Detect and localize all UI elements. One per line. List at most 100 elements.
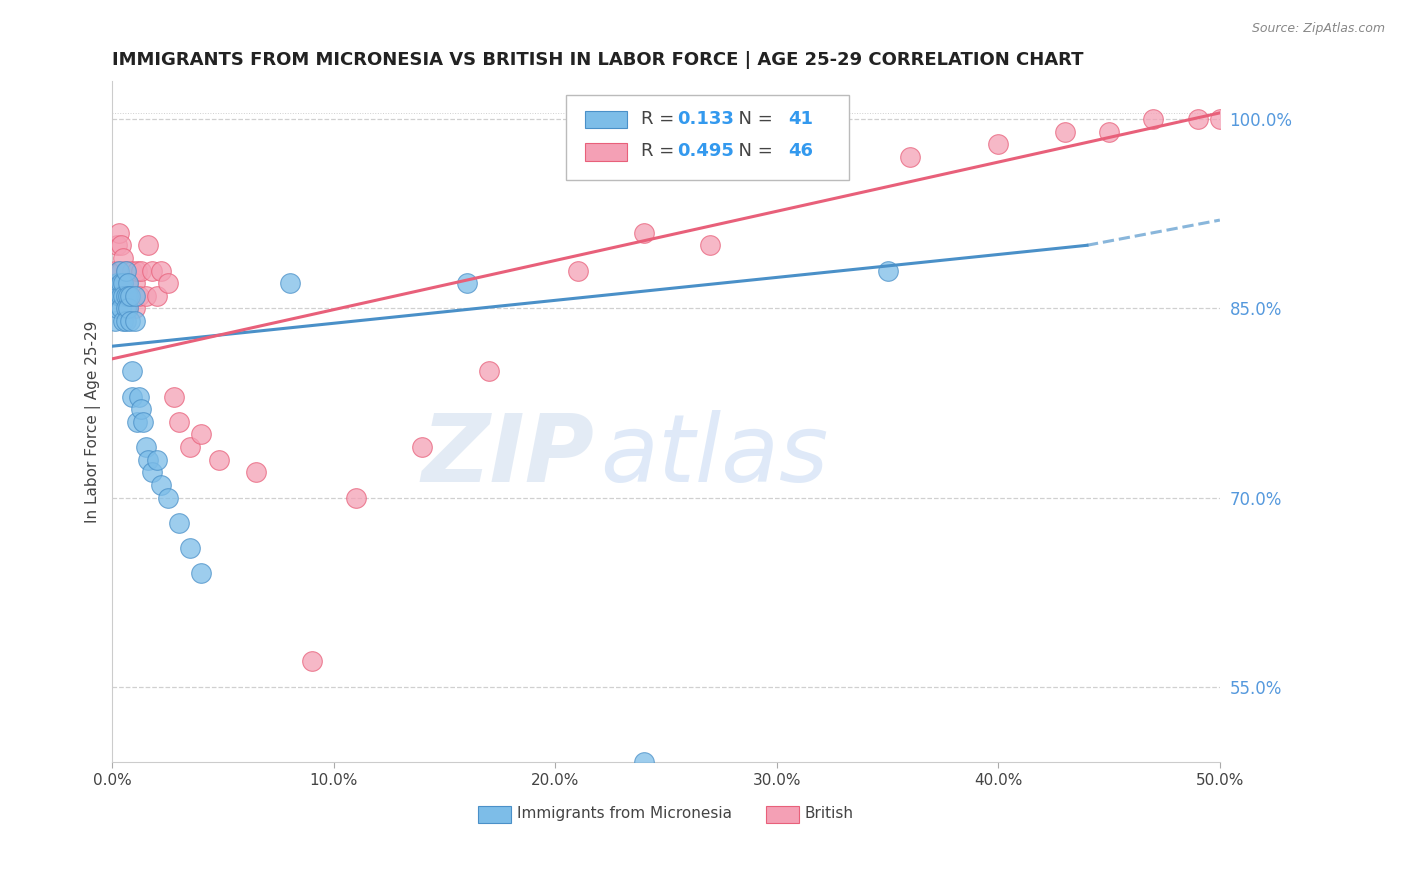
Y-axis label: In Labor Force | Age 25-29: In Labor Force | Age 25-29: [86, 320, 101, 523]
Point: [129, 263, 152, 277]
Point: [114, 314, 136, 328]
Point: [810, 162, 832, 177]
Point: [114, 301, 136, 316]
FancyBboxPatch shape: [585, 144, 627, 161]
Point: [114, 276, 136, 290]
Point: [117, 301, 139, 316]
Point: [156, 491, 179, 505]
Point: [112, 251, 135, 265]
Point: [150, 263, 173, 277]
Text: atlas: atlas: [600, 410, 828, 501]
Point: [120, 314, 142, 328]
Point: [478, 364, 501, 378]
Point: [104, 263, 127, 277]
Point: [145, 452, 167, 467]
Point: [108, 226, 131, 240]
Text: 0.495: 0.495: [678, 143, 734, 161]
Point: [114, 263, 136, 277]
Point: [567, 263, 589, 277]
Point: [208, 452, 231, 467]
Point: [129, 402, 152, 417]
Point: [633, 226, 655, 240]
Point: [135, 440, 157, 454]
Point: [114, 263, 136, 277]
Point: [125, 263, 148, 277]
Point: [141, 465, 163, 479]
Point: [167, 516, 190, 530]
Point: [898, 150, 921, 164]
Point: [1187, 112, 1209, 127]
Point: [124, 276, 146, 290]
Point: [124, 289, 146, 303]
Point: [1053, 125, 1076, 139]
Point: [987, 137, 1010, 152]
Point: [117, 289, 139, 303]
Point: [110, 276, 132, 290]
Point: [190, 566, 212, 581]
Text: 46: 46: [787, 143, 813, 161]
Point: [112, 314, 135, 328]
Point: [110, 263, 132, 277]
Point: [136, 238, 159, 252]
Text: N =: N =: [727, 143, 779, 161]
Text: R =: R =: [641, 143, 679, 161]
Point: [105, 238, 128, 252]
Point: [132, 415, 155, 429]
Text: IMMIGRANTS FROM MICRONESIA VS BRITISH IN LABOR FORCE | AGE 25-29 CORRELATION CHA: IMMIGRANTS FROM MICRONESIA VS BRITISH IN…: [112, 51, 1084, 69]
Point: [633, 756, 655, 770]
Point: [301, 655, 323, 669]
FancyBboxPatch shape: [478, 806, 512, 823]
Text: 41: 41: [787, 110, 813, 128]
Point: [124, 314, 146, 328]
FancyBboxPatch shape: [567, 95, 849, 180]
Point: [136, 452, 159, 467]
Point: [1142, 112, 1164, 127]
Text: Source: ZipAtlas.com: Source: ZipAtlas.com: [1251, 22, 1385, 36]
Point: [120, 289, 142, 303]
Point: [190, 427, 212, 442]
Point: [121, 263, 143, 277]
Point: [120, 289, 142, 303]
Point: [121, 364, 143, 378]
Point: [105, 276, 128, 290]
Point: [156, 276, 179, 290]
Point: [141, 263, 163, 277]
Point: [114, 289, 136, 303]
FancyBboxPatch shape: [585, 111, 627, 128]
Point: [117, 276, 139, 290]
Point: [128, 390, 150, 404]
Point: [150, 478, 173, 492]
Point: [112, 276, 135, 290]
Point: [117, 301, 139, 316]
Point: [108, 263, 131, 277]
Point: [135, 289, 157, 303]
Point: [117, 276, 139, 290]
Text: British: British: [804, 806, 853, 821]
Point: [1098, 125, 1121, 139]
Point: [179, 541, 201, 555]
Point: [124, 301, 146, 316]
Point: [121, 390, 143, 404]
Point: [110, 301, 132, 316]
Text: Immigrants from Micronesia: Immigrants from Micronesia: [516, 806, 731, 821]
Point: [456, 276, 478, 290]
Point: [278, 276, 301, 290]
Point: [699, 238, 721, 252]
Text: 0.133: 0.133: [678, 110, 734, 128]
Point: [344, 491, 367, 505]
Point: [104, 314, 127, 328]
Point: [125, 415, 148, 429]
Point: [128, 289, 150, 303]
Point: [163, 390, 186, 404]
Point: [110, 238, 132, 252]
Point: [179, 440, 201, 454]
Text: N =: N =: [727, 110, 779, 128]
Text: R =: R =: [641, 110, 679, 128]
Text: ZIP: ZIP: [422, 410, 595, 502]
Point: [876, 263, 898, 277]
Point: [110, 289, 132, 303]
Point: [108, 263, 131, 277]
FancyBboxPatch shape: [766, 806, 799, 823]
Point: [108, 289, 131, 303]
Point: [411, 440, 433, 454]
